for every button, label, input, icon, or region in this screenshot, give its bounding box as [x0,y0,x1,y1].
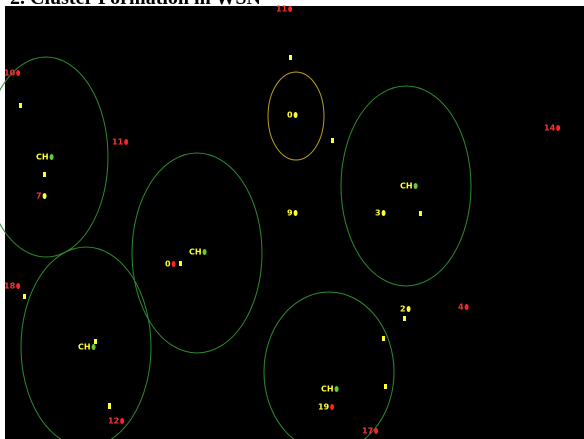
node-dot [464,304,469,310]
cluster-range [263,291,395,439]
node-label: CH [36,153,49,162]
node [43,172,46,177]
cluster-range [267,71,325,161]
node [384,384,387,389]
node-dot [16,283,21,289]
node [108,403,111,409]
node-dot [330,404,335,410]
cluster-ranges [0,56,472,439]
node-label: 19 [318,403,330,412]
cluster-range [340,85,472,287]
node-label: 10 [4,69,16,78]
figure-title: 2. Cluster Formation in WSN [10,0,261,9]
node-label: 14 [544,124,556,133]
node-label: CH [189,248,202,257]
node-label: 11 [112,138,124,147]
node [403,316,406,321]
sensor-nodes [19,55,422,409]
node [331,138,334,143]
node-label: 0 [287,111,293,120]
node-label: 9 [287,209,293,218]
node-dot [124,139,129,145]
node-dot [406,306,411,312]
node-label: 11 [276,5,288,14]
node-dot [49,154,54,160]
node [19,103,22,108]
node [23,294,26,299]
node-label: CH [321,385,334,394]
node-label: 7 [36,192,42,201]
node-dot [381,210,386,216]
simulation-canvas [5,6,584,439]
node-dot [374,428,379,434]
cluster-range [20,246,152,439]
node-label: 3 [375,209,381,218]
node [382,336,385,341]
cluster-range [131,152,263,354]
node-dot [334,386,339,392]
node-dot [413,183,418,189]
node-dot [288,6,293,12]
node-label: 4 [458,303,464,312]
node-label: 17 [362,427,373,436]
node-label: CH [78,343,91,352]
node-labels: 11 10 11 14 0 CH 7 9 CH 3 0 CH 18 2 4 CH CH 19 12 17 [4,5,561,436]
node [289,55,292,60]
node-dot [120,418,125,424]
node [419,211,422,216]
node-dot [91,344,96,350]
node-dot [171,261,176,267]
node-label: 12 [108,417,119,426]
node-label: 0 [165,260,171,269]
node-label: 18 [4,282,16,291]
node [94,339,97,344]
node-dot [42,193,47,199]
node [179,261,182,266]
cluster-range [0,56,109,258]
node-label: 2 [400,305,406,314]
node-dot [293,210,298,216]
node-dot [293,112,298,118]
node-label: CH [400,182,413,191]
node-dot [16,70,21,76]
node-dot [556,125,561,131]
node-dot [202,249,207,255]
